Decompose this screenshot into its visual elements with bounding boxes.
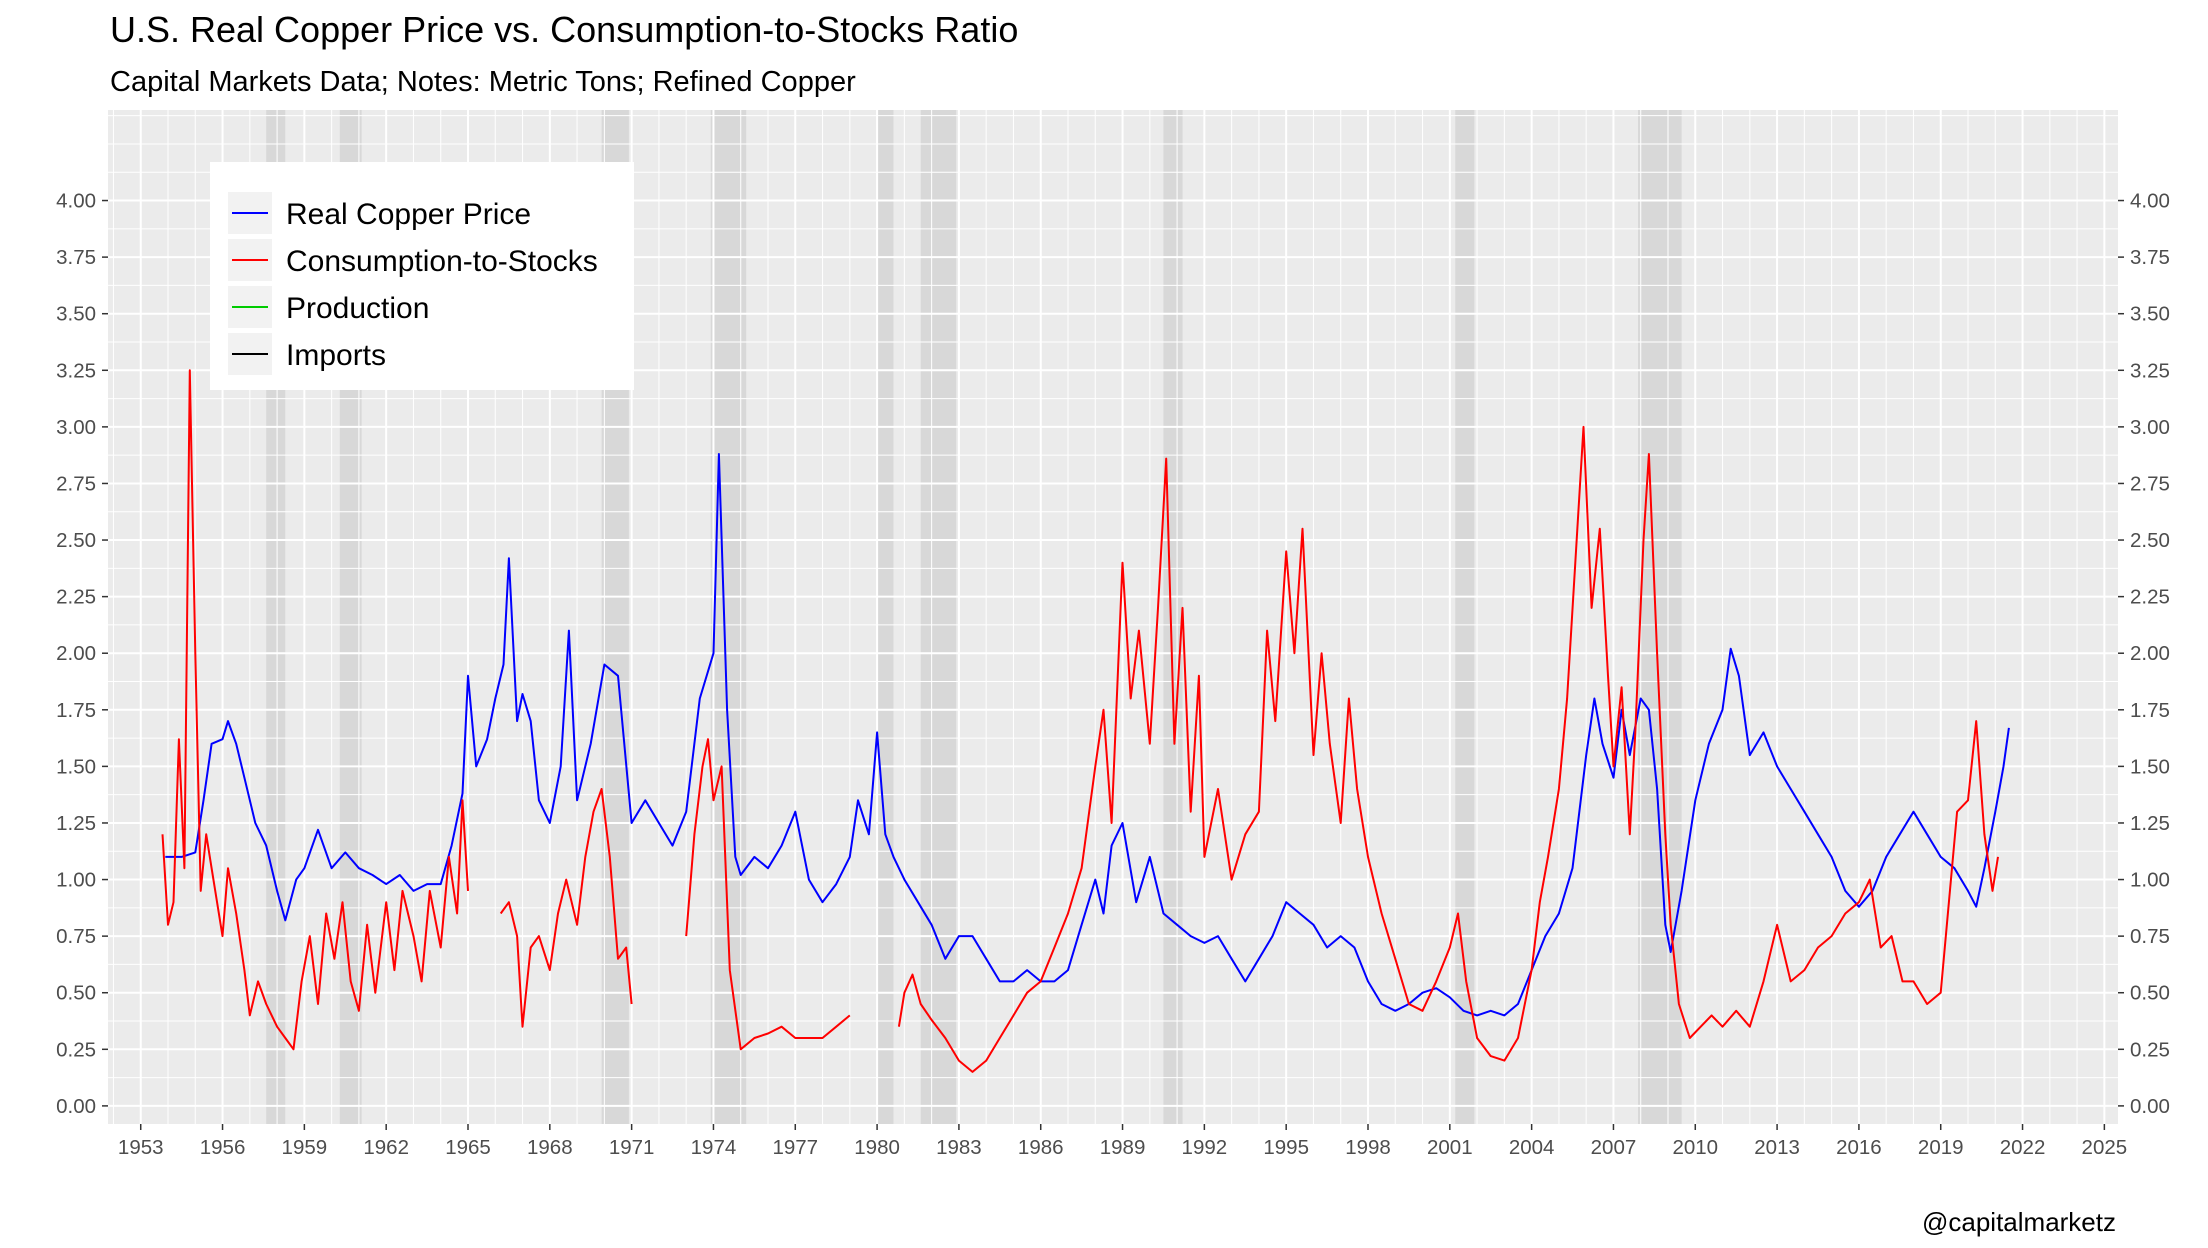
chart-caption: @capitalmarketz (1922, 1207, 2116, 1237)
x-tick-label: 1986 (1018, 1136, 1064, 1159)
y-tick-label-left: 1.75 (56, 699, 96, 722)
y-tick-label-left: 0.00 (56, 1095, 96, 1118)
legend-label-consumption-to-stocks: Consumption-to-Stocks (286, 245, 598, 278)
y-tick-label-right: 0.50 (2130, 982, 2170, 1005)
y-tick-label-right: 1.75 (2130, 699, 2170, 722)
x-tick-label: 1968 (527, 1136, 573, 1159)
y-tick-label-left: 2.00 (56, 642, 96, 665)
x-tick-label: 2010 (1672, 1136, 1718, 1159)
legend-item-consumption-to-stocks: Consumption-to-Stocks (228, 239, 598, 281)
legend-item-real-copper-price: Real Copper Price (228, 192, 531, 234)
y-tick-label-left: 1.00 (56, 869, 96, 892)
recession-band-6 (1163, 110, 1183, 1124)
y-tick-label-left: 2.75 (56, 472, 96, 495)
x-tick-label: 1965 (445, 1136, 491, 1159)
x-tick-label: 1974 (691, 1136, 737, 1159)
legend-label-production: Production (286, 292, 429, 325)
y-tick-label-left: 3.00 (56, 416, 96, 439)
x-tick-label: 1959 (282, 1136, 328, 1159)
x-tick-label: 2019 (1918, 1136, 1964, 1159)
y-tick-label-right: 3.00 (2130, 416, 2170, 439)
x-tick-label: 1989 (1100, 1136, 1146, 1159)
series-line-consumption-to-stocks-2 (685, 738, 851, 1051)
y-tick-label-left: 1.25 (56, 812, 96, 835)
x-tick-label: 2022 (2000, 1136, 2046, 1159)
y-tick-label-left: 2.50 (56, 529, 96, 552)
x-tick-label: 2013 (1754, 1136, 1800, 1159)
x-tick-label: 1980 (854, 1136, 900, 1159)
y-tick-label-left: 4.00 (56, 190, 96, 213)
y-tick-label-right: 2.50 (2130, 529, 2170, 552)
chart-title: U.S. Real Copper Price vs. Consumption-t… (110, 9, 1018, 50)
series-lines (161, 369, 2010, 1073)
y-tick-label-right: 3.25 (2130, 359, 2170, 382)
x-tick-label: 1962 (363, 1136, 409, 1159)
y-tick-label-right: 1.25 (2130, 812, 2170, 835)
y-tick-label-right: 1.00 (2130, 869, 2170, 892)
chart-subtitle: Capital Markets Data; Notes: Metric Tons… (110, 66, 856, 98)
y-tick-label-left: 2.25 (56, 586, 96, 609)
x-tick-label: 2004 (1509, 1136, 1555, 1159)
x-tick-label: 1995 (1263, 1136, 1309, 1159)
legend-label-imports: Imports (286, 339, 386, 372)
legend-item-imports: Imports (228, 333, 386, 375)
series-line-real-copper-price-0 (165, 453, 2010, 1017)
y-tick-label-right: 3.50 (2130, 303, 2170, 326)
x-tick-label: 1983 (936, 1136, 982, 1159)
y-tick-label-left: 0.75 (56, 925, 96, 948)
y-tick-label-left: 0.50 (56, 982, 96, 1005)
x-tick-label: 2001 (1427, 1136, 1473, 1159)
series-line-consumption-to-stocks-1 (499, 788, 633, 1028)
legend-item-production: Production (228, 286, 429, 328)
y-tick-label-right: 1.50 (2130, 755, 2170, 778)
y-tick-label-right: 0.75 (2130, 925, 2170, 948)
y-tick-label-left: 1.50 (56, 755, 96, 778)
x-tick-label: 2007 (1591, 1136, 1637, 1159)
x-tick-label: 1956 (200, 1136, 246, 1159)
x-tick-label: 1992 (1182, 1136, 1228, 1159)
x-tick-label: 1971 (609, 1136, 655, 1159)
y-tick-label-right: 3.75 (2130, 246, 2170, 269)
legend-label-real-copper-price: Real Copper Price (286, 198, 531, 231)
x-tick-label: 1977 (772, 1136, 818, 1159)
x-tick-label: 1953 (118, 1136, 164, 1159)
recession-band-7 (1455, 110, 1475, 1124)
y-tick-label-right: 2.00 (2130, 642, 2170, 665)
legend: Real Copper Price Consumption-to-Stocks … (210, 162, 634, 390)
x-tick-label: 2016 (1836, 1136, 1882, 1159)
legend-box (210, 162, 634, 390)
recession-band-4 (877, 110, 894, 1124)
axes: 0.00 0.00 0.25 0.25 0.50 0.50 0.75 0.75 1.00 1.00… (56, 190, 2170, 1159)
y-tick-label-left: 0.25 (56, 1038, 96, 1061)
x-tick-label: 2025 (2082, 1136, 2128, 1159)
y-tick-label-right: 4.00 (2130, 190, 2170, 213)
series-line-consumption-to-stocks-0 (161, 369, 469, 1051)
y-tick-label-right: 2.75 (2130, 472, 2170, 495)
y-tick-label-left: 3.25 (56, 359, 96, 382)
x-tick-label: 1998 (1345, 1136, 1391, 1159)
y-tick-label-left: 3.50 (56, 303, 96, 326)
y-tick-label-right: 2.25 (2130, 586, 2170, 609)
series-line-consumption-to-stocks-3 (897, 425, 1999, 1073)
recession-band-5 (920, 110, 957, 1124)
y-tick-label-right: 0.00 (2130, 1095, 2170, 1118)
y-tick-label-right: 0.25 (2130, 1038, 2170, 1061)
y-tick-label-left: 3.75 (56, 246, 96, 269)
